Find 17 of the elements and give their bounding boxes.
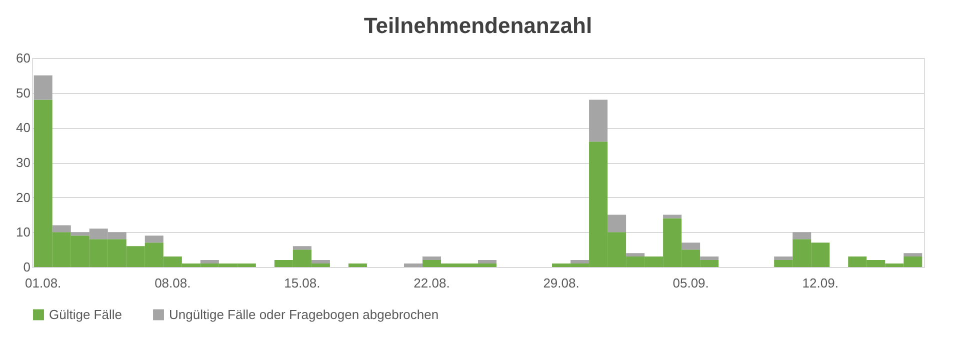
x-tick-label: 12.09. <box>802 276 838 290</box>
y-tick-label: 30 <box>16 155 30 170</box>
y-tick-label: 60 <box>16 50 30 66</box>
x-tick-label: 29.08. <box>543 276 580 290</box>
y-tick-label: 0 <box>23 260 30 274</box>
x-tick-label: 08.08. <box>154 276 191 290</box>
x-tick-label: 22.08. <box>414 276 450 290</box>
x-tick-label: 01.08. <box>25 276 62 290</box>
x-tick-label: 05.09. <box>672 276 709 290</box>
legend-label: Ungültige Fälle oder Fragebogen abgebrochen <box>169 306 439 322</box>
x-tick-label: 15.08. <box>284 276 320 290</box>
y-tick-label: 40 <box>16 120 30 136</box>
chart-title: Teilnehmendenanzahl <box>364 13 592 38</box>
legend-label: Gültige Fälle <box>49 306 122 322</box>
y-tick-label: 20 <box>16 190 30 205</box>
y-tick-label: 10 <box>16 224 30 240</box>
y-tick-label: 50 <box>16 85 30 100</box>
